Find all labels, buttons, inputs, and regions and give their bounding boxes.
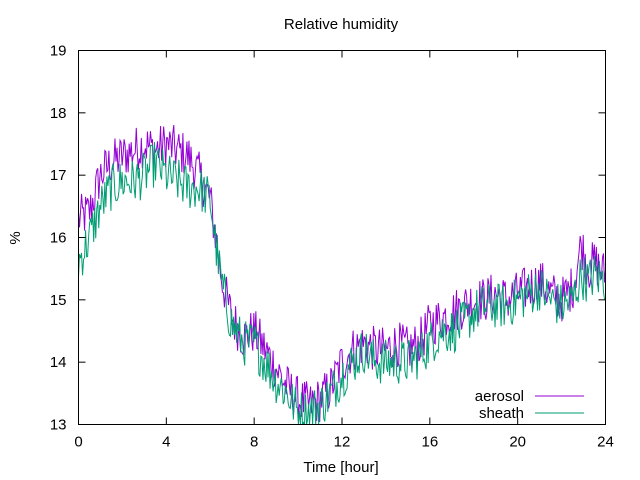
y-tick-label: 13 — [50, 417, 67, 434]
y-tick-label: 17 — [50, 167, 67, 184]
legend-label-aerosol: aerosol — [475, 388, 524, 405]
x-tick-label: 4 — [162, 434, 170, 451]
x-tick-label: 24 — [597, 434, 614, 451]
chart-title: Relative humidity — [284, 16, 399, 33]
x-tick-label: 8 — [250, 434, 258, 451]
y-tick-label: 14 — [50, 354, 67, 371]
x-tick-label: 20 — [509, 434, 526, 451]
x-axis-title: Time [hour] — [303, 459, 378, 476]
x-tick-label: 12 — [334, 434, 351, 451]
y-tick-label: 16 — [50, 230, 67, 247]
y-axis-title: % — [7, 231, 24, 244]
x-tick-label: 16 — [421, 434, 438, 451]
y-tick-label: 15 — [50, 292, 67, 309]
x-tick-label: 0 — [74, 434, 82, 451]
ticks-layer: 0 4 8 12 16 20 24 13 14 15 16 17 18 19 — [50, 43, 614, 451]
y-tick-label: 18 — [50, 105, 67, 122]
plot-frame — [78, 50, 606, 425]
y-tick-label: 19 — [50, 43, 67, 60]
series-layer — [78, 125, 606, 425]
series-line-sheath — [78, 142, 606, 425]
legend-label-sheath: sheath — [479, 405, 524, 422]
